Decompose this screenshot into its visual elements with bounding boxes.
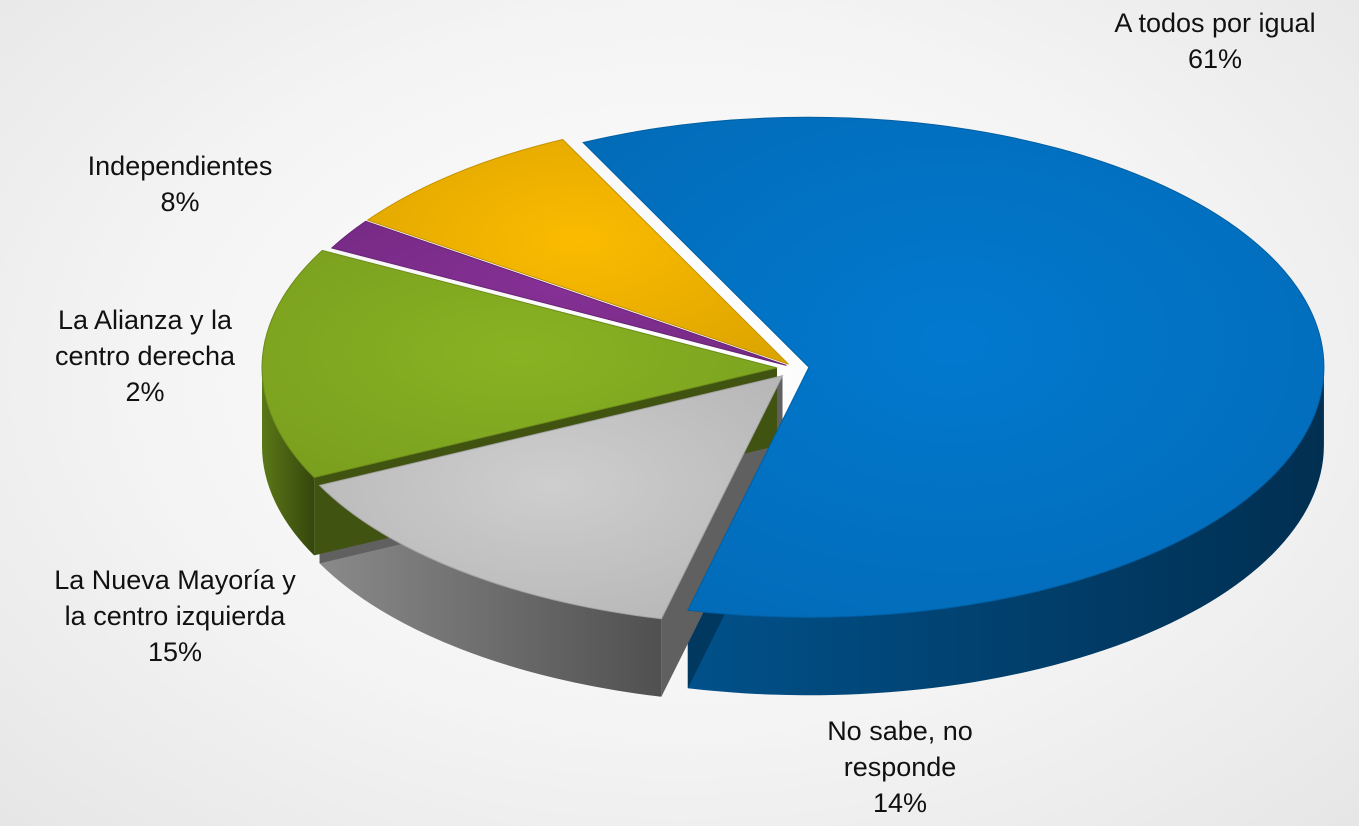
pie-slice [261, 249, 778, 478]
slice-label-text: No sabe, no [827, 716, 973, 746]
slice-label-a-todos-por-igual: A todos por igual 61% [1070, 5, 1359, 77]
slice-label-independientes: Independientes 8% [40, 148, 320, 220]
slice-label-text: Independientes [87, 151, 273, 181]
slice-label-text: La Alianza y la [57, 305, 233, 335]
slice-label-text: la centro izquierda [64, 601, 286, 631]
pie-slice-side [262, 367, 315, 556]
slice-label-text: responde [843, 752, 957, 782]
slice-label-la-alianza: La Alianza y la centro derecha 2% [0, 302, 290, 410]
slice-label-text: La Nueva Mayoría y [54, 565, 296, 595]
slice-label-text: centro derecha [54, 341, 236, 371]
slice-label-value: 14% [872, 788, 928, 818]
slice-label-la-nueva-mayoria: La Nueva Mayoría y la centro izquierda 1… [10, 562, 340, 670]
pie-slice [318, 375, 784, 620]
pie-slice-side [687, 367, 1324, 696]
slice-label-text: A todos por igual [1114, 8, 1316, 38]
slice-label-value: 8% [160, 187, 200, 217]
pie-slice [330, 220, 787, 366]
slice-label-value: 2% [125, 377, 165, 407]
pie-slice-side [319, 485, 662, 697]
slice-label-no-sabe-no-responde: No sabe, no responde 14% [760, 713, 1040, 821]
slice-label-value: 61% [1187, 44, 1243, 74]
pie-slice [582, 116, 1325, 618]
slice-label-value: 15% [147, 637, 203, 667]
pie-slice [366, 138, 789, 365]
